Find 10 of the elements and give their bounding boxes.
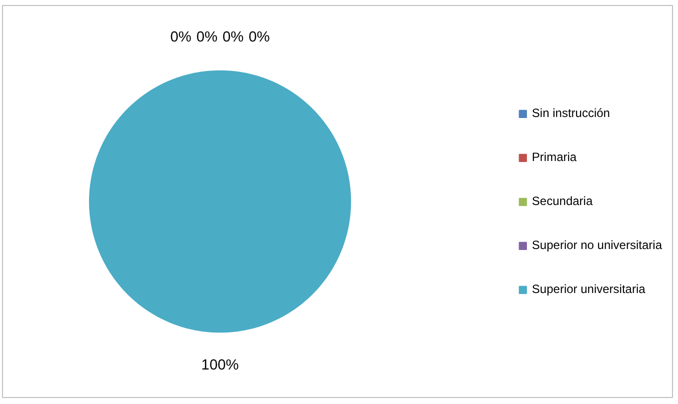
legend-label: Superior no universitaria	[532, 238, 662, 252]
legend-label: Superior universitaria	[532, 282, 646, 296]
legend-label: Primaria	[532, 150, 577, 164]
text: 0%	[170, 29, 192, 46]
text: 0%	[248, 29, 270, 46]
text: 0%	[196, 29, 218, 46]
legend-label: Sin instrucción	[532, 106, 610, 120]
data-label: 100%	[201, 358, 239, 374]
text: 0%	[222, 29, 244, 46]
legend-label: Secundaria	[532, 194, 593, 208]
